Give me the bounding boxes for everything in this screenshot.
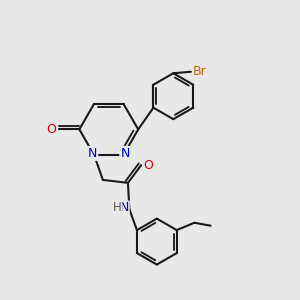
Text: N: N — [120, 147, 130, 160]
Text: O: O — [144, 159, 154, 172]
Text: N: N — [88, 147, 97, 160]
Text: O: O — [46, 123, 56, 136]
Text: N: N — [119, 201, 129, 214]
Text: H: H — [112, 201, 122, 214]
Text: Br: Br — [193, 65, 207, 78]
